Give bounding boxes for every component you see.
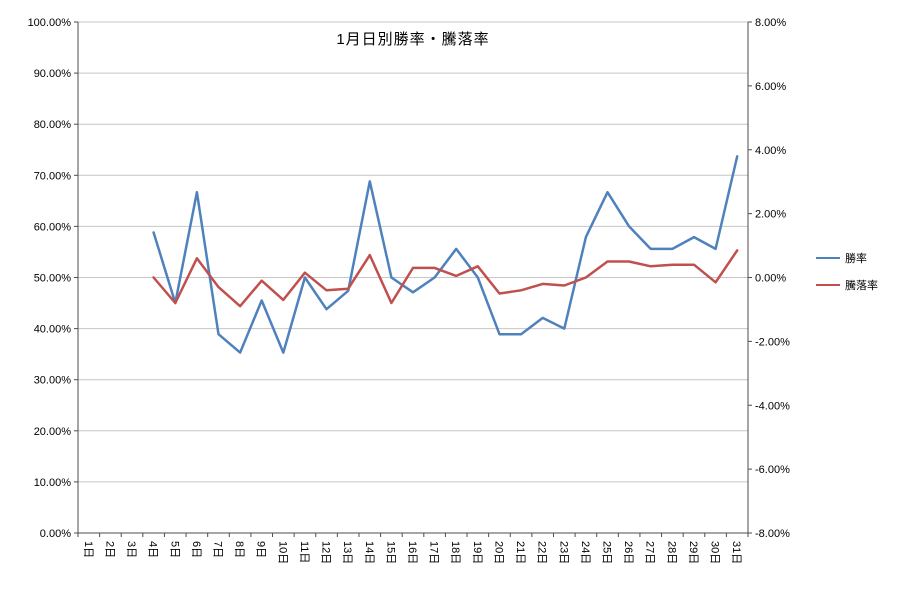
x-axis-label: 19日 xyxy=(471,541,483,564)
win-rate-line-swatch xyxy=(816,257,840,259)
x-axis-label: 9日 xyxy=(255,541,267,558)
legend: 勝率 騰落率 xyxy=(816,250,878,293)
x-axis-label: 23日 xyxy=(557,541,569,564)
x-axis-label: 17日 xyxy=(428,541,440,564)
left-axis-tick-label: 80.00% xyxy=(34,119,72,131)
series-line-win-rate xyxy=(152,155,739,354)
x-axis-label: 10日 xyxy=(276,541,288,564)
right-axis-tick-label: 0.00% xyxy=(755,273,786,285)
x-axis-label: 13日 xyxy=(341,541,353,564)
left-axis-tick-label: 70.00% xyxy=(34,170,72,182)
x-axis-label: 29日 xyxy=(687,541,699,564)
right-axis-tick-label: -6.00% xyxy=(755,464,790,476)
legend-item-change-rate: 騰落率 xyxy=(816,277,878,293)
series-line-change-rate xyxy=(152,249,739,308)
x-axis-label: 6日 xyxy=(190,541,202,558)
x-axis-label: 4日 xyxy=(147,541,159,558)
right-axis-tick-label: 6.00% xyxy=(755,81,786,93)
left-axis-tick-label: 30.00% xyxy=(34,375,72,387)
legend-label-change-rate: 騰落率 xyxy=(845,280,878,292)
change-rate-line-swatch xyxy=(816,284,840,286)
x-axis-label: 8日 xyxy=(233,541,245,558)
x-axis-label: 11日 xyxy=(298,541,310,563)
x-axis-label: 15日 xyxy=(384,541,396,564)
left-axis-tick-label: 0.00% xyxy=(40,528,71,540)
x-axis-label: 3日 xyxy=(125,541,137,558)
right-axis-tick-label: 4.00% xyxy=(755,145,786,157)
left-axis-tick-label: 10.00% xyxy=(34,477,72,489)
x-axis-label: 20日 xyxy=(492,541,504,564)
right-axis-tick-label: 8.00% xyxy=(755,17,786,29)
x-axis-label: 31日 xyxy=(730,541,742,564)
x-axis-label: 25日 xyxy=(601,541,613,564)
x-axis-label: 5日 xyxy=(168,541,180,558)
x-axis-label: 1日 xyxy=(82,541,94,558)
x-axis-label: 26日 xyxy=(622,541,634,564)
x-axis-label: 28日 xyxy=(665,541,677,564)
legend-item-win-rate: 勝率 xyxy=(816,250,878,266)
left-axis-tick-label: 20.00% xyxy=(34,426,72,438)
legend-label-win-rate: 勝率 xyxy=(845,253,867,265)
left-axis-tick-label: 50.00% xyxy=(34,273,72,285)
left-axis-tick-label: 100.00% xyxy=(28,17,72,29)
right-axis-tick-label: -4.00% xyxy=(755,400,790,412)
x-axis-label: 21日 xyxy=(514,541,526,564)
x-axis-label: 24日 xyxy=(579,541,591,564)
left-axis-tick-label: 90.00% xyxy=(34,68,72,80)
left-axis-tick-label: 40.00% xyxy=(34,324,72,336)
x-axis-label: 30日 xyxy=(709,541,721,564)
x-axis-label: 16日 xyxy=(406,541,418,564)
x-axis-label: 7日 xyxy=(211,541,223,558)
x-axis-label: 18日 xyxy=(449,541,461,564)
x-axis-label: 2日 xyxy=(103,541,115,558)
chart-title: 1月日別勝率・騰落率 xyxy=(336,31,490,48)
x-axis-label: 12日 xyxy=(320,541,332,564)
left-axis-tick-label: 60.00% xyxy=(34,221,72,233)
right-axis-tick-label: -2.00% xyxy=(755,336,790,348)
x-axis-label: 14日 xyxy=(363,541,375,564)
x-axis-label: 27日 xyxy=(644,541,656,564)
right-axis-tick-label: 2.00% xyxy=(755,209,786,221)
right-axis-tick-label: -8.00% xyxy=(755,528,790,540)
x-axis-label: 22日 xyxy=(536,541,548,564)
